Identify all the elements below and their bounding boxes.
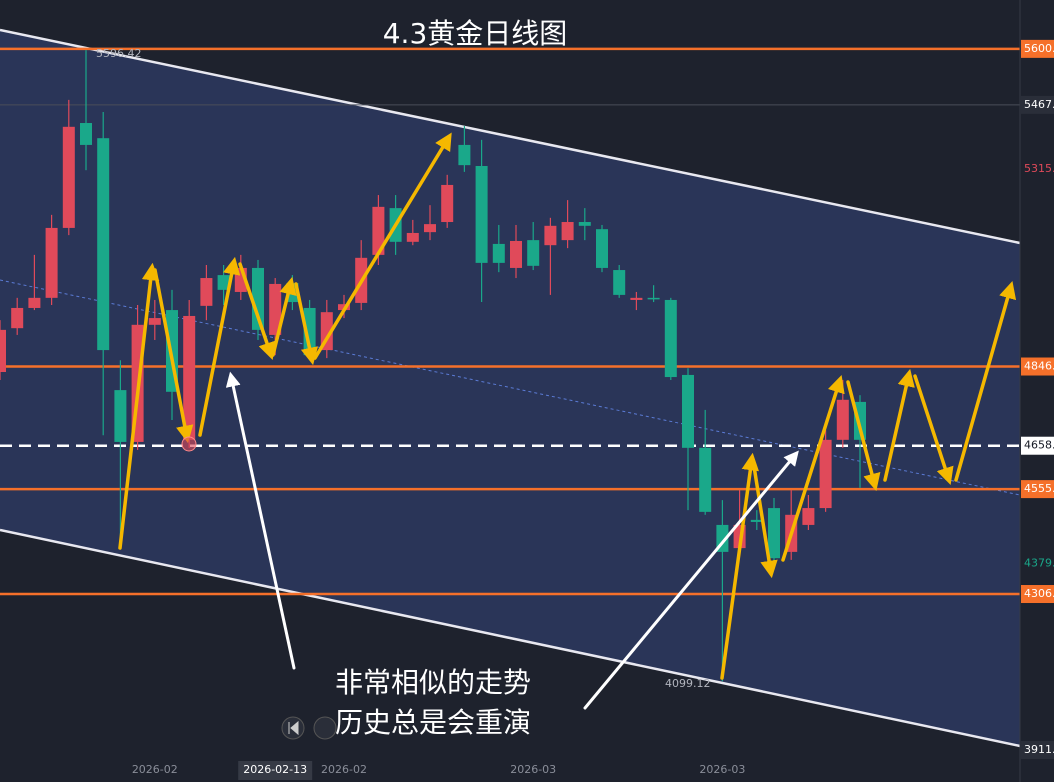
candle-body bbox=[647, 297, 660, 300]
replay-icon bbox=[288, 720, 299, 736]
arrow bbox=[313, 132, 452, 360]
arrow bbox=[153, 268, 194, 444]
x-tick-label: 2026-03 bbox=[510, 763, 556, 776]
axis-labels: 5600. 5467. 5315. 4846. 4658. 4555. 4379. 4306.… bbox=[132, 39, 1054, 780]
candle-body bbox=[406, 232, 419, 242]
arrow bbox=[751, 458, 778, 579]
channel-upper bbox=[0, 28, 1021, 245]
arrow bbox=[720, 452, 760, 680]
arrow bbox=[271, 276, 297, 357]
candle-body bbox=[510, 240, 522, 268]
candle-body bbox=[699, 447, 712, 512]
marker-dot bbox=[181, 436, 197, 452]
candle-body bbox=[475, 165, 488, 263]
candle-body bbox=[303, 307, 316, 356]
y-tick-box bbox=[1021, 95, 1054, 114]
x-tick-label: 2026-02-13 bbox=[243, 763, 307, 776]
candle-body bbox=[80, 123, 92, 145]
candle-body bbox=[682, 374, 694, 448]
candle-body bbox=[269, 283, 282, 335]
y-tick-box bbox=[1021, 741, 1054, 759]
candle-body bbox=[372, 206, 385, 255]
candle-body bbox=[578, 222, 591, 226]
candle-body bbox=[424, 224, 436, 233]
y-axis bbox=[1020, 0, 1054, 760]
candle-body bbox=[183, 315, 196, 440]
y-tick-label: 5467. bbox=[1024, 98, 1054, 111]
crosshair-box bbox=[238, 761, 313, 780]
candle-body bbox=[561, 222, 574, 241]
candle-body bbox=[802, 508, 815, 525]
candle-body bbox=[596, 229, 608, 268]
y-tick-box bbox=[1021, 585, 1054, 604]
candle-body bbox=[62, 126, 75, 228]
arrow bbox=[883, 368, 915, 482]
candle-body bbox=[148, 318, 161, 325]
candle-body bbox=[664, 299, 677, 378]
y-tick-box bbox=[1021, 480, 1054, 499]
arrow bbox=[225, 371, 296, 670]
candle-body bbox=[114, 390, 127, 442]
y-tick-label: 3911. bbox=[1024, 743, 1054, 756]
candle-body bbox=[458, 144, 471, 166]
low-label: 4099.12 bbox=[665, 677, 711, 690]
candle-body bbox=[97, 138, 110, 351]
y-tick-label: 4555. bbox=[1024, 482, 1054, 495]
high-label: 5596.42 bbox=[96, 47, 142, 60]
play-button[interactable] bbox=[313, 716, 337, 740]
arrow bbox=[198, 256, 241, 437]
arrow bbox=[294, 282, 319, 366]
candle-body bbox=[544, 225, 557, 246]
candle-body bbox=[441, 184, 454, 223]
candle-body bbox=[613, 270, 626, 295]
candle-body bbox=[0, 329, 6, 372]
y-tick-label: 4658. bbox=[1024, 439, 1054, 452]
arrow bbox=[846, 380, 881, 492]
candle-body bbox=[217, 275, 230, 290]
y-tick-label: 4306. bbox=[1024, 587, 1054, 600]
chart-title: 4.3黄金日线图 bbox=[383, 17, 568, 50]
arrow bbox=[781, 374, 845, 562]
annotation: 非常相似的走势 bbox=[335, 666, 531, 699]
y-tick-box bbox=[1021, 39, 1054, 58]
y-tick-label: 4846. bbox=[1024, 360, 1054, 373]
y-tick-label: 5600. bbox=[1024, 42, 1054, 55]
candle-body bbox=[768, 508, 780, 559]
arrow bbox=[238, 262, 276, 360]
arrows bbox=[118, 132, 1017, 710]
candle-body bbox=[492, 243, 505, 263]
channel-lower bbox=[0, 528, 1021, 748]
x-tick-label: 2026-02 bbox=[132, 763, 178, 776]
candle-body bbox=[11, 307, 24, 329]
candle-body bbox=[750, 519, 763, 522]
y-tick-box bbox=[1021, 436, 1054, 455]
candle-body bbox=[630, 297, 643, 300]
arrow bbox=[583, 450, 799, 710]
arrow bbox=[954, 280, 1017, 482]
candle-body bbox=[252, 267, 264, 330]
candle-body bbox=[200, 278, 213, 306]
candle-body bbox=[527, 240, 540, 266]
x-tick-label: 2026-03 bbox=[699, 763, 745, 776]
x-tick-label: 2026-02 bbox=[321, 763, 367, 776]
y-tick-label: 4379. bbox=[1024, 556, 1054, 569]
arrow bbox=[913, 374, 954, 485]
arrow bbox=[118, 262, 160, 550]
candle-body bbox=[45, 227, 58, 298]
y-tick-label: 5315. bbox=[1024, 162, 1054, 175]
candle-body bbox=[819, 439, 832, 509]
annotation: 历史总是会重演 bbox=[335, 706, 531, 739]
y-tick-box bbox=[1021, 357, 1054, 376]
candle-body bbox=[836, 399, 849, 440]
candle-body bbox=[28, 297, 41, 308]
